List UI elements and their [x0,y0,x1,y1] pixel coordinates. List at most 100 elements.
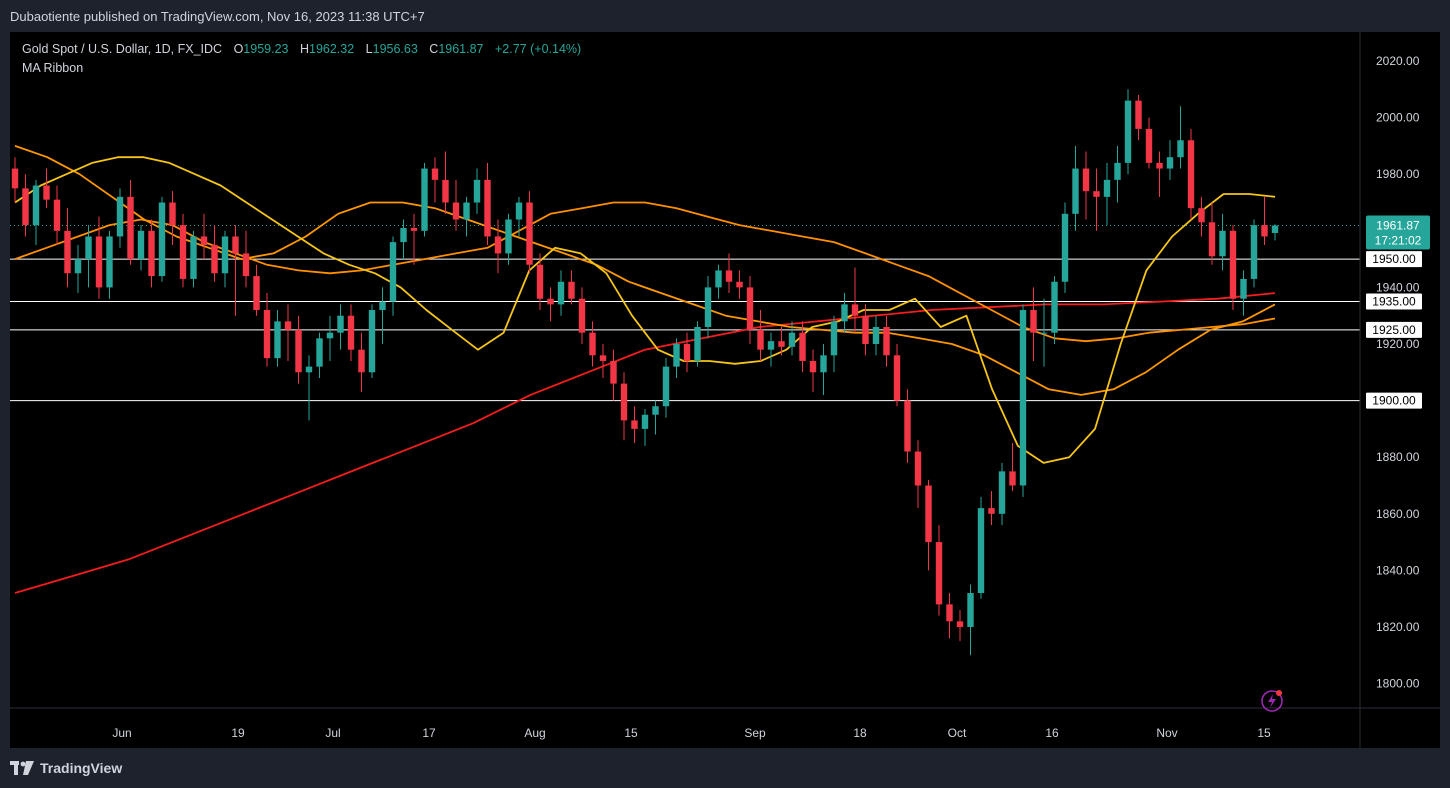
indicator-row: MA Ribbon [22,59,581,78]
candle-body [53,199,61,231]
candle-body [158,202,166,277]
ma-fast-line [14,156,1276,464]
candle [85,225,92,288]
candle-body [1250,225,1258,279]
candle-body [137,230,145,260]
candles [11,89,1279,656]
candle-body [778,341,785,347]
level-badge [1366,321,1422,338]
candle [704,276,712,339]
candle-body [32,185,40,226]
last-price-badge [1366,215,1430,250]
candle-body [200,236,208,245]
candle [1240,270,1247,316]
candle-body [1009,471,1016,486]
symbol-title: Gold Spot / U.S. Dollar, 1D, FX_IDC [22,42,223,56]
candle-body [1019,310,1027,486]
candle-body [326,332,334,339]
candle-body [620,383,628,421]
candle [862,304,869,356]
candle-body [568,281,575,299]
candle [694,321,701,367]
candle [851,267,859,333]
candle-body [578,298,586,333]
tradingview-logo-icon [10,761,34,775]
lightning-icon-svg [1261,690,1283,712]
chart-frame[interactable]: 1800.00 1820.00 1840.00 1860.00 1880.00 1900.… [10,32,1440,748]
candle [221,230,229,288]
candle [1093,168,1100,231]
y-tick-label: 2020.00 [1376,54,1420,68]
candle [1177,106,1184,169]
candle [883,315,890,367]
candle [925,479,932,571]
candle [872,315,880,356]
candle [1072,145,1079,231]
candle-body [977,508,985,594]
candle [746,276,754,344]
candle-body [799,332,806,361]
candle-body [379,301,386,311]
candle-body [1187,140,1195,209]
candle-body [1156,162,1163,169]
candle [652,400,659,435]
candle-body [1240,278,1247,299]
candle-body [305,366,313,373]
candle [1250,219,1258,288]
candle [32,179,40,245]
candle [347,304,355,361]
candle-body [11,168,19,189]
candle-body [1061,213,1069,282]
candle-body [295,329,302,373]
high-label: H [299,42,309,56]
candle-body [662,366,670,407]
candle [211,225,218,282]
candle [1019,304,1027,497]
candle [43,168,50,209]
candle-body [757,329,764,350]
y-tick-label: 1820.00 [1376,620,1420,634]
candle-body [1177,140,1184,158]
candle [914,440,922,509]
indicator-title[interactable]: MA Ribbon [22,61,84,75]
candle [788,321,796,356]
candle-body [998,471,1006,514]
top-bar: Dubaotiente published on TradingView.com… [0,0,1450,32]
candle [1187,128,1195,220]
x-tick-label: 19 [231,726,245,740]
tradingview-brand[interactable]: TradingView [10,760,122,776]
chart-legend: Gold Spot / U.S. Dollar, 1D, FX_IDC O195… [22,40,581,78]
candle-body [1135,100,1142,129]
candle [473,168,481,214]
price-chart[interactable]: 1800.00 1820.00 1840.00 1860.00 1880.00 1900.… [10,32,1440,748]
candle-body [274,321,281,359]
candle-body [557,281,565,305]
lightning-icon[interactable] [1260,687,1286,713]
candle [809,349,817,393]
candle [736,270,743,299]
candle [1040,298,1048,367]
candle-body [851,304,859,316]
candle-body [263,310,271,359]
change-value: +2.77 (+0.14%) [495,42,582,56]
candle-body [883,327,890,356]
candle [641,409,649,446]
candle [935,525,943,616]
candle-body [914,451,922,486]
candle [998,462,1006,526]
candle-body [893,355,901,401]
y-tick-label: 1940.00 [1376,280,1420,294]
candle [988,491,995,526]
candle [316,332,323,378]
candle-body [820,355,827,373]
candle-body [1261,225,1268,237]
candle-body [1208,222,1216,257]
candle-body [746,287,754,330]
candle-body [452,202,460,220]
candle-body [347,315,355,350]
level-badge-label: 1935.00 [1372,295,1416,309]
candle [1061,202,1069,294]
y-tick-label: 1880.00 [1376,450,1420,464]
candle [305,355,313,421]
candle-body [526,202,533,265]
